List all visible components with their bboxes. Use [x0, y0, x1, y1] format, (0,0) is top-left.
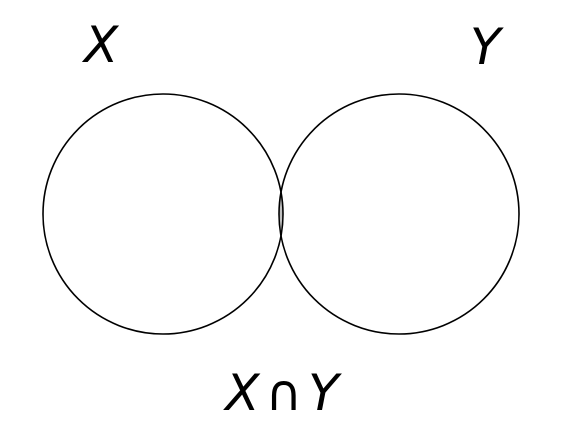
intersection-label: X ∩ Y — [222, 364, 342, 422]
intersection-label-right: Y — [308, 364, 342, 422]
intersection-operator: ∩ — [266, 364, 303, 422]
set-x-label: X — [81, 16, 120, 74]
intersection-region — [279, 94, 283, 334]
set-y-label: Y — [470, 18, 504, 76]
set-x-circle — [42, 93, 284, 335]
intersection-label-left: X — [222, 364, 261, 422]
set-y-circle — [278, 93, 520, 335]
